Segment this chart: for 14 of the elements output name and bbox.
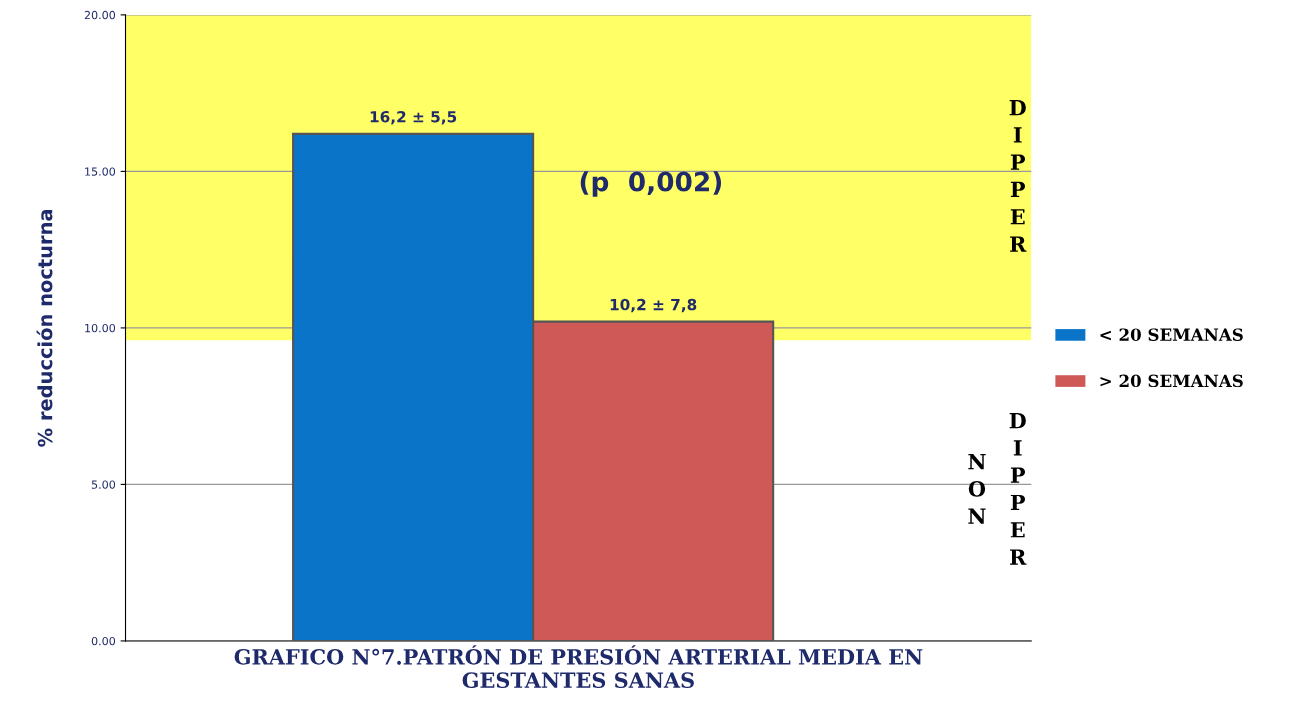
text: NON DIPPER	[968, 413, 1027, 565]
data-label: 16,2 ± 5,5	[370, 110, 457, 125]
legend-label: > 20 SEMANAS	[1100, 374, 1243, 388]
band-label: DIPPER	[1009, 100, 1027, 252]
y-tick-label: 0.00	[91, 636, 116, 646]
x-axis-title: GRAFICO N°7.PATRÓN DE PRESIÓN ARTERIAL MEDIA EN GESTANTES SANAS	[234, 645, 923, 689]
annotation: (p 0,002)	[580, 171, 722, 197]
y-axis-title: % reducción nocturna	[36, 209, 53, 447]
y-tick-label: 10.00	[85, 323, 116, 333]
y-tick-label: 20.00	[84, 10, 116, 20]
y-tick-label: 15.00	[85, 167, 116, 176]
y-tick-label: 5.00	[91, 480, 116, 489]
legend-label: < 20 SEMANAS	[1100, 328, 1243, 341]
data-label: 10,2 ± 7,8	[610, 298, 697, 313]
